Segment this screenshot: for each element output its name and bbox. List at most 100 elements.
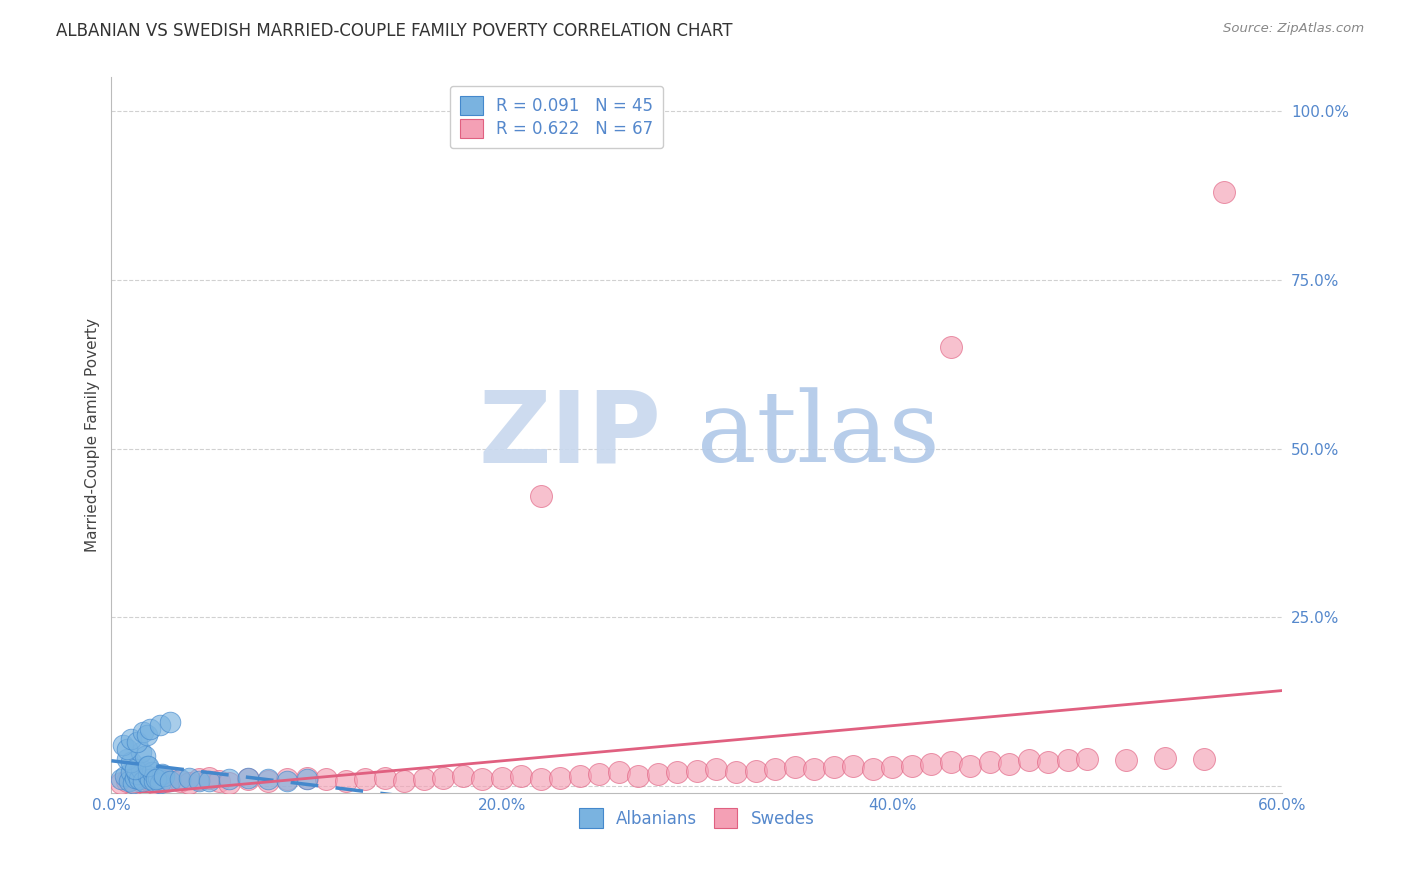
Point [135, 772, 157, 786]
Point [959, 758, 981, 772]
Point [143, 775, 166, 789]
Point [138, 758, 160, 772]
Point [236, 771, 259, 785]
Point [179, 771, 201, 785]
Point [125, 766, 148, 780]
Text: atlas: atlas [697, 387, 939, 483]
Point [131, 725, 153, 739]
Point [134, 748, 156, 763]
Point [763, 762, 786, 776]
Point [159, 773, 181, 788]
Point [530, 489, 553, 503]
Point [149, 775, 172, 789]
Point [143, 773, 166, 788]
Point [1154, 750, 1177, 764]
Point [354, 772, 377, 786]
Point [169, 772, 191, 786]
Point [1213, 185, 1236, 199]
Point [110, 772, 132, 786]
Point [900, 758, 922, 772]
Point [706, 762, 728, 776]
Point [979, 756, 1001, 770]
Point [179, 775, 201, 789]
Point [149, 772, 172, 786]
Point [744, 764, 766, 778]
Point [432, 771, 454, 785]
Point [139, 773, 162, 788]
Text: ZIP: ZIP [479, 386, 662, 483]
Point [112, 739, 135, 753]
Point [145, 772, 167, 786]
Point [124, 771, 146, 785]
Point [115, 741, 138, 756]
Point [129, 773, 152, 788]
Point [115, 752, 138, 766]
Point [998, 757, 1021, 772]
Point [823, 760, 845, 774]
Point [666, 765, 689, 780]
Point [1076, 752, 1098, 766]
Point [1038, 756, 1060, 770]
Point [131, 773, 153, 788]
Legend: Albanians, Swedes: Albanians, Swedes [572, 802, 821, 834]
Point [920, 757, 942, 772]
Point [510, 769, 533, 783]
Point [124, 775, 146, 789]
Point [208, 773, 231, 788]
Point [150, 766, 173, 780]
Point [153, 769, 176, 783]
Point [138, 769, 160, 783]
Point [198, 771, 221, 785]
Point [125, 735, 148, 749]
Point [724, 765, 747, 780]
Point [530, 772, 553, 786]
Point [276, 773, 298, 788]
Point [392, 773, 415, 788]
Point [1194, 752, 1216, 766]
Y-axis label: Married-Couple Family Poverty: Married-Couple Family Poverty [86, 318, 100, 552]
Point [471, 772, 494, 786]
Point [862, 762, 884, 776]
Point [169, 773, 191, 788]
Text: ALBANIAN VS SWEDISH MARRIED-COUPLE FAMILY POVERTY CORRELATION CHART: ALBANIAN VS SWEDISH MARRIED-COUPLE FAMIL… [56, 22, 733, 40]
Point [803, 762, 825, 776]
Point [236, 772, 259, 786]
Point [135, 758, 157, 772]
Point [842, 758, 865, 772]
Point [412, 772, 434, 786]
Point [256, 773, 278, 788]
Point [129, 762, 152, 776]
Point [115, 773, 138, 788]
Point [568, 769, 591, 783]
Point [607, 765, 630, 780]
Point [315, 772, 337, 786]
Point [783, 760, 806, 774]
Point [882, 760, 904, 774]
Point [198, 773, 221, 788]
Point [1056, 753, 1078, 767]
Point [374, 771, 396, 785]
Point [120, 731, 142, 746]
Point [939, 340, 962, 354]
Point [627, 769, 650, 783]
Point [141, 765, 163, 780]
Point [114, 769, 136, 783]
Point [148, 771, 170, 785]
Point [295, 772, 318, 786]
Text: Source: ZipAtlas.com: Source: ZipAtlas.com [1223, 22, 1364, 36]
Point [218, 775, 240, 789]
Point [295, 771, 318, 785]
Point [139, 722, 162, 736]
Point [1018, 753, 1040, 767]
Point [128, 772, 150, 786]
Point [188, 772, 211, 786]
Point [188, 773, 211, 788]
Point [256, 772, 278, 786]
Point [124, 762, 146, 776]
Point [120, 756, 142, 770]
Point [1115, 753, 1137, 767]
Point [135, 728, 157, 742]
Point [218, 772, 240, 786]
Point [155, 773, 177, 788]
Point [159, 714, 181, 729]
